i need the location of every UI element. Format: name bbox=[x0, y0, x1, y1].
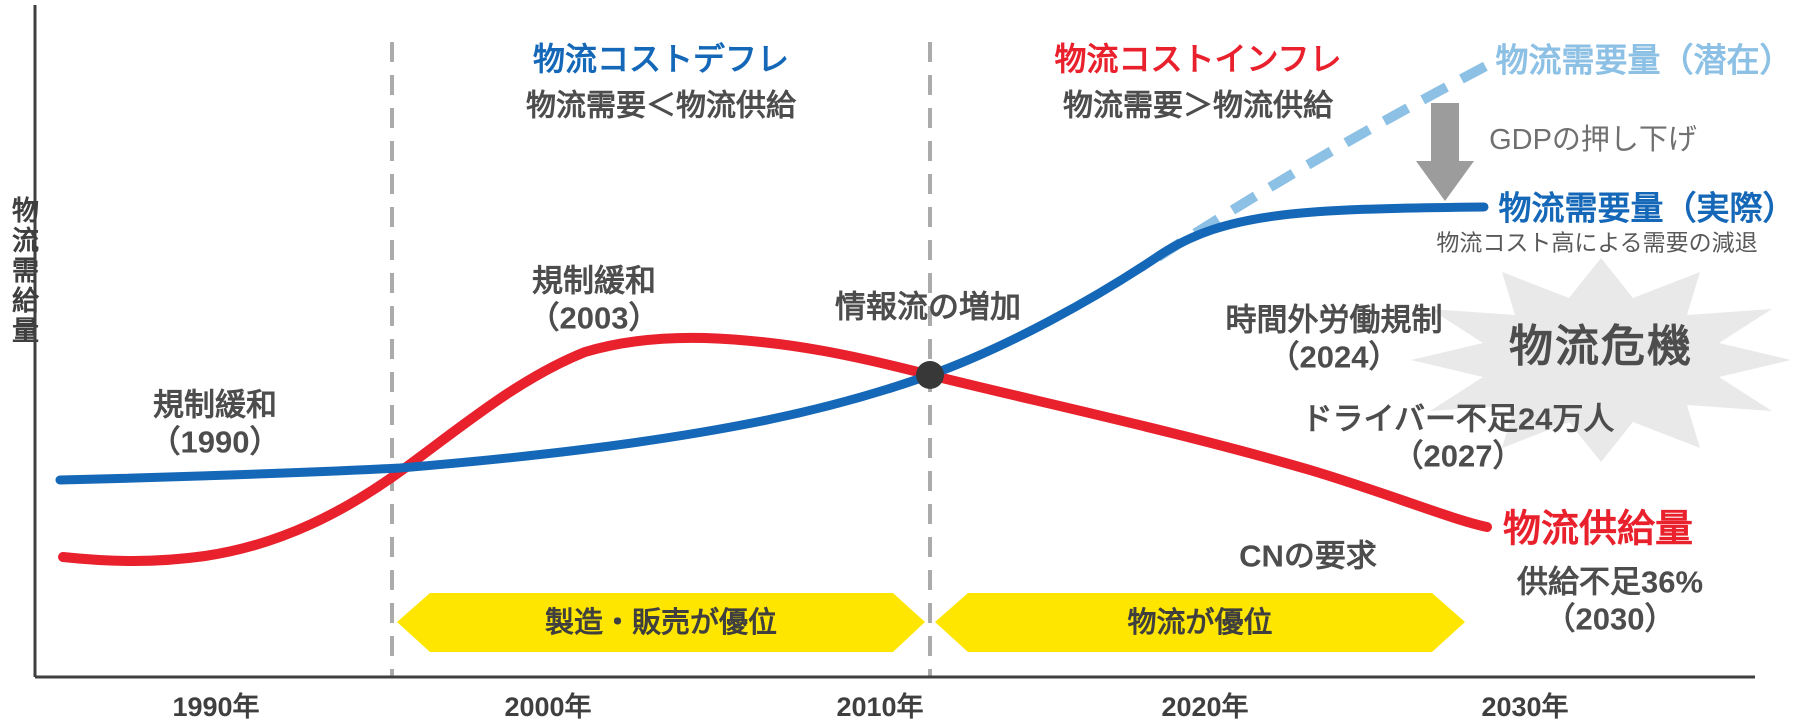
series-label-demand-actual: 物流需要量（実際） bbox=[1498, 189, 1796, 227]
series-label-supply: 物流供給量 bbox=[1502, 508, 1694, 551]
x-tick-2020: 2020年 bbox=[1161, 692, 1249, 723]
x-tick-2000: 2000年 bbox=[504, 692, 592, 723]
annotation-line: （2003） bbox=[528, 300, 660, 335]
banner-left-label: 製造・販売が優位 bbox=[544, 606, 778, 639]
crisis-starburst-shape bbox=[1411, 258, 1791, 462]
banner-left-shape bbox=[397, 593, 925, 652]
banner-right-label: 物流が優位 bbox=[1127, 606, 1273, 639]
x-tick-1990: 1990年 bbox=[172, 692, 260, 723]
annotation-line: （2030） bbox=[1544, 601, 1676, 636]
annotation-line: 供給不足36% bbox=[1516, 564, 1704, 600]
crossover-dot bbox=[916, 361, 944, 389]
annotation-line: （2027） bbox=[1392, 438, 1524, 473]
annotation-line: （1990） bbox=[149, 424, 281, 459]
x-tick-2010: 2010年 bbox=[836, 692, 924, 723]
down-arrow-icon bbox=[1416, 103, 1474, 201]
annotation-line: 時間外労働規制 bbox=[1225, 302, 1443, 338]
y-axis-title: 物流需給量 bbox=[8, 196, 38, 346]
annotation-line: 規制緩和 bbox=[153, 387, 277, 423]
annotation-overtime-regulation: 時間外労働規制 （2024） bbox=[1226, 302, 1443, 375]
annotation-line: 規制緩和 bbox=[532, 263, 656, 299]
banner-right-shape bbox=[935, 593, 1465, 652]
demand-curve-actual bbox=[55, 202, 1489, 485]
phase-inflation-title: 物流コストインフレ bbox=[1054, 41, 1342, 78]
annotation-line: （2024） bbox=[1268, 339, 1400, 374]
phase-deflation-subtitle: 物流需要＜物流供給 bbox=[526, 89, 796, 123]
annotation-info-flow: 情報流の増加 bbox=[835, 289, 1021, 325]
annotation-gdp-pushdown: GDPの押し下げ bbox=[1489, 123, 1697, 156]
annotation-deregulation-2003: 規制緩和 （2003） bbox=[529, 263, 660, 336]
annotation-supply-shortage: 供給不足36% （2030） bbox=[1517, 564, 1703, 637]
annotation-deregulation-1990: 規制緩和 （1990） bbox=[150, 387, 281, 460]
phase-inflation-subtitle: 物流需要＞物流供給 bbox=[1063, 89, 1333, 123]
phase-deflation-title: 物流コストデフレ bbox=[532, 41, 790, 78]
series-label-demand-potential: 物流需要量（潜在） bbox=[1495, 41, 1793, 79]
supply-curve bbox=[58, 332, 1492, 566]
annotation-demand-decline: 物流コスト高による需要の減退 bbox=[1436, 229, 1758, 256]
annotation-line: ドライバー不足24万人 bbox=[1301, 401, 1615, 437]
x-tick-2030: 2030年 bbox=[1481, 692, 1569, 723]
annotation-cn-demand: CNの要求 bbox=[1239, 538, 1377, 574]
crisis-burst-label: 物流危機 bbox=[1509, 322, 1693, 372]
annotation-driver-shortage: ドライバー不足24万人 （2027） bbox=[1302, 401, 1615, 474]
